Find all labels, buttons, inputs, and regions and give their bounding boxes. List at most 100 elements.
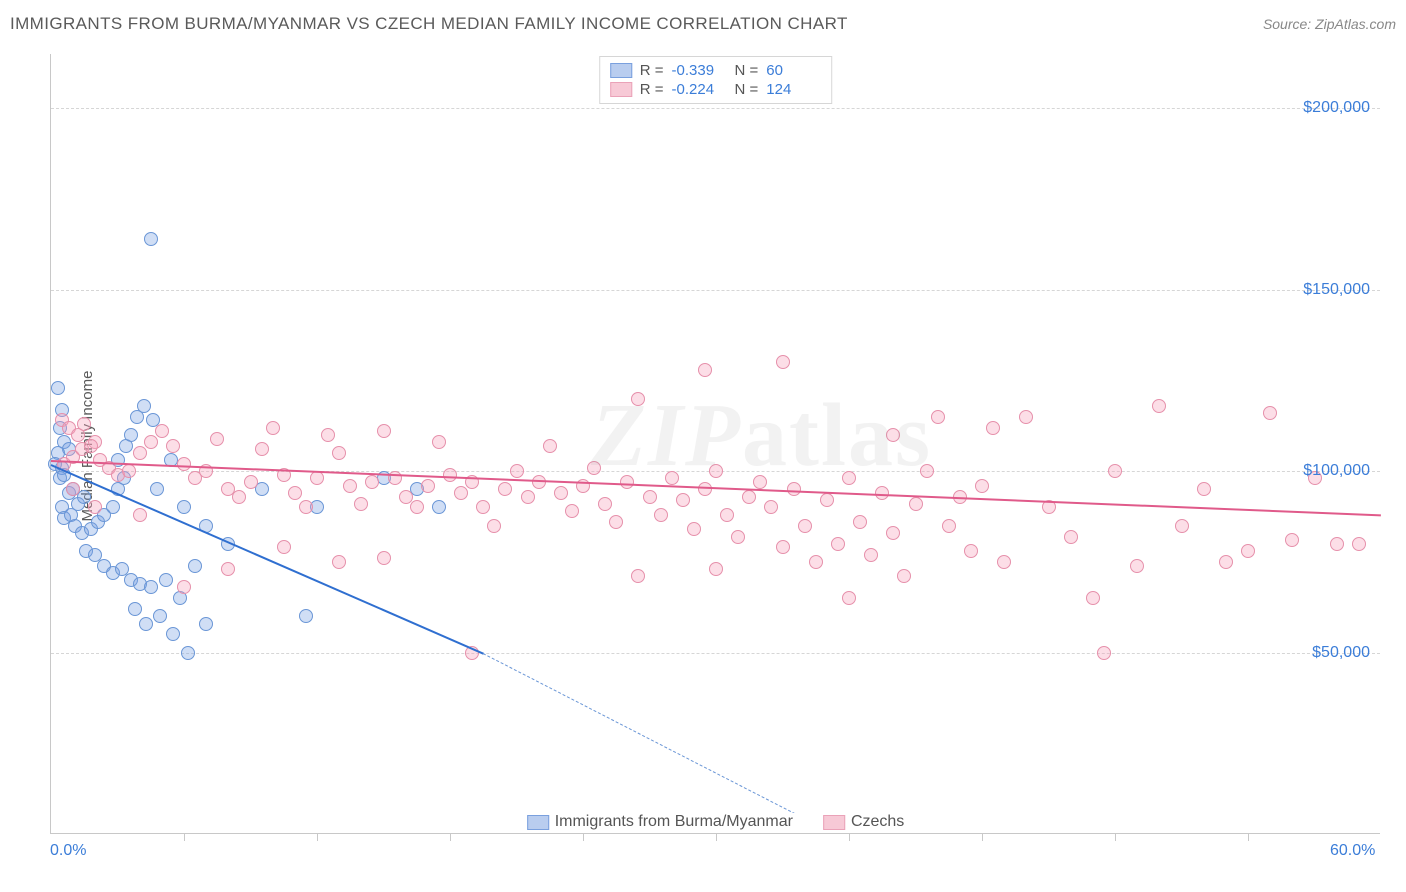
legend-series-name: Czechs xyxy=(851,813,904,831)
data-point xyxy=(150,482,164,496)
legend-r-value: -0.339 xyxy=(672,62,727,79)
data-point xyxy=(288,486,302,500)
x-tick xyxy=(184,833,185,841)
data-point xyxy=(1019,410,1033,424)
data-point xyxy=(377,551,391,565)
data-point xyxy=(1175,519,1189,533)
x-max-label: 60.0% xyxy=(1330,842,1375,860)
data-point xyxy=(698,482,712,496)
data-point xyxy=(742,490,756,504)
legend-swatch-icon xyxy=(823,815,845,830)
data-point xyxy=(864,548,878,562)
data-point xyxy=(842,591,856,605)
data-point xyxy=(986,421,1000,435)
legend-r-label: R = xyxy=(640,81,664,98)
gridline xyxy=(51,290,1380,291)
data-point xyxy=(1219,555,1233,569)
data-point xyxy=(139,617,153,631)
data-point xyxy=(997,555,1011,569)
data-point xyxy=(1285,533,1299,547)
legend-item: Immigrants from Burma/Myanmar xyxy=(527,813,793,831)
data-point xyxy=(166,627,180,641)
data-point xyxy=(897,569,911,583)
data-point xyxy=(221,562,235,576)
data-point xyxy=(498,482,512,496)
data-point xyxy=(122,464,136,478)
legend-n-value: 60 xyxy=(766,62,821,79)
data-point xyxy=(166,439,180,453)
data-point xyxy=(199,617,213,631)
data-point xyxy=(443,468,457,482)
data-point xyxy=(920,464,934,478)
data-point xyxy=(676,493,690,507)
x-tick xyxy=(450,833,451,841)
data-point xyxy=(177,500,191,514)
data-point xyxy=(128,602,142,616)
data-point xyxy=(909,497,923,511)
data-point xyxy=(232,490,246,504)
data-point xyxy=(665,471,679,485)
data-point xyxy=(554,486,568,500)
data-point xyxy=(177,580,191,594)
data-point xyxy=(133,446,147,460)
data-point xyxy=(365,475,379,489)
data-point xyxy=(886,428,900,442)
y-tick-label: $100,000 xyxy=(1303,462,1370,480)
data-point xyxy=(1108,464,1122,478)
data-point xyxy=(487,519,501,533)
data-point xyxy=(144,580,158,594)
trend-line xyxy=(483,653,805,819)
data-point xyxy=(210,432,224,446)
series-legend: Immigrants from Burma/Myanmar Czechs xyxy=(519,813,913,831)
data-point xyxy=(964,544,978,558)
data-point xyxy=(720,508,734,522)
x-tick xyxy=(583,833,584,841)
correlation-legend: R =-0.339N =60R =-0.224N =124 xyxy=(599,56,833,104)
data-point xyxy=(1197,482,1211,496)
data-point xyxy=(709,464,723,478)
data-point xyxy=(159,573,173,587)
data-point xyxy=(244,475,258,489)
data-point xyxy=(631,569,645,583)
data-point xyxy=(454,486,468,500)
data-point xyxy=(1330,537,1344,551)
data-point xyxy=(609,515,623,529)
data-point xyxy=(137,399,151,413)
data-point xyxy=(77,417,91,431)
scatter-plot: ZIPatlas R =-0.339N =60R =-0.224N =124 I… xyxy=(50,54,1380,834)
data-point xyxy=(598,497,612,511)
data-point xyxy=(842,471,856,485)
data-point xyxy=(88,500,102,514)
data-point xyxy=(709,562,723,576)
legend-n-label: N = xyxy=(735,81,759,98)
data-point xyxy=(432,500,446,514)
legend-item: Czechs xyxy=(823,813,904,831)
x-tick xyxy=(317,833,318,841)
data-point xyxy=(144,435,158,449)
legend-row: R =-0.339N =60 xyxy=(610,61,822,80)
data-point xyxy=(84,439,98,453)
data-point xyxy=(510,464,524,478)
data-point xyxy=(1352,537,1366,551)
data-point xyxy=(1130,559,1144,573)
legend-swatch-icon xyxy=(610,63,632,78)
y-tick-label: $200,000 xyxy=(1303,99,1370,117)
data-point xyxy=(399,490,413,504)
data-point xyxy=(144,232,158,246)
data-point xyxy=(731,530,745,544)
data-point xyxy=(1097,646,1111,660)
data-point xyxy=(776,355,790,369)
data-point xyxy=(377,424,391,438)
data-point xyxy=(820,493,834,507)
x-tick xyxy=(849,833,850,841)
legend-series-name: Immigrants from Burma/Myanmar xyxy=(555,813,793,831)
legend-r-label: R = xyxy=(640,62,664,79)
y-tick-label: $50,000 xyxy=(1312,644,1370,662)
legend-r-value: -0.224 xyxy=(672,81,727,98)
data-point xyxy=(831,537,845,551)
data-point xyxy=(521,490,535,504)
data-point xyxy=(177,457,191,471)
data-point xyxy=(277,540,291,554)
data-point xyxy=(266,421,280,435)
data-point xyxy=(853,515,867,529)
